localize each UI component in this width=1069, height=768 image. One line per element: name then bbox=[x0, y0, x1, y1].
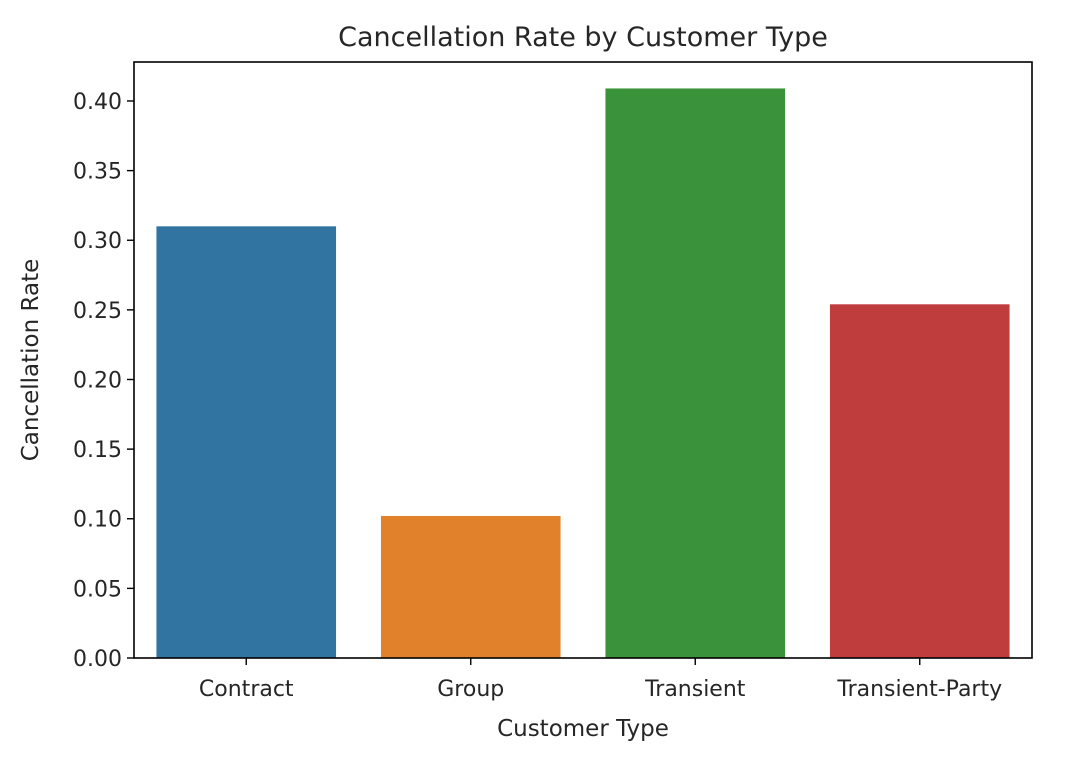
x-tick-label: Group bbox=[437, 677, 504, 702]
y-tick-label: 0.00 bbox=[73, 647, 122, 672]
bar-transient-party bbox=[829, 304, 1010, 658]
y-tick-label: 0.25 bbox=[73, 299, 122, 324]
bars bbox=[156, 88, 1010, 659]
chart-title: Cancellation Rate by Customer Type bbox=[338, 22, 828, 53]
bar-transient bbox=[605, 88, 786, 658]
y-axis: 0.00 0.05 0.10 0.15 0.20 0.25 0.30 0.35 0.40 bbox=[73, 90, 134, 672]
bar-group bbox=[380, 515, 561, 658]
y-tick-label: 0.35 bbox=[73, 160, 122, 185]
axes-frame bbox=[133, 61, 1033, 659]
y-tick-label: 0.40 bbox=[73, 90, 122, 115]
y-tick-label: 0.20 bbox=[73, 368, 122, 393]
y-tick-label: 0.30 bbox=[73, 229, 122, 254]
y-axis-label: Cancellation Rate bbox=[18, 259, 44, 462]
x-axis: Contract Group Transient Transient-Party bbox=[199, 658, 1002, 702]
x-tick-label: Transient bbox=[644, 677, 746, 702]
y-tick-label: 0.05 bbox=[73, 577, 122, 602]
x-tick-label: Contract bbox=[199, 677, 294, 702]
x-axis-label: Customer Type bbox=[497, 716, 669, 742]
x-tick-label: Transient-Party bbox=[836, 677, 1002, 702]
y-tick-label: 0.15 bbox=[73, 438, 122, 463]
bar-contract bbox=[156, 226, 337, 659]
y-tick-label: 0.10 bbox=[73, 508, 122, 533]
